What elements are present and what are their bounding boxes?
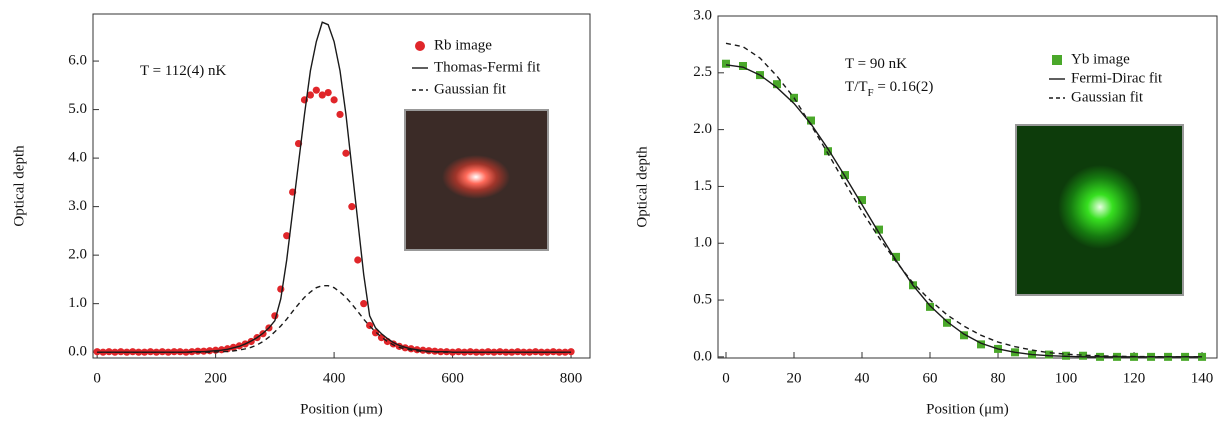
y-tick-label: 1.0 bbox=[68, 295, 87, 311]
x-tick-label: 0 bbox=[722, 370, 730, 386]
legend-label: Rb image bbox=[434, 37, 492, 53]
x-tick-label: 200 bbox=[204, 370, 227, 386]
data-point bbox=[324, 89, 332, 97]
data-point bbox=[389, 340, 397, 348]
x-axis-label: Position (μm) bbox=[926, 401, 1009, 417]
data-point bbox=[960, 331, 969, 340]
chart: 0.0 1.0 2.0 3.0 4.0 5.0 6.0 0 200 400 600 800 Positi… bbox=[11, 13, 591, 417]
y-tick-label: 3.0 bbox=[68, 198, 87, 214]
inset-image bbox=[1015, 124, 1184, 296]
annotation-part: T = 112(4) nK bbox=[140, 63, 227, 79]
data-point bbox=[312, 86, 320, 94]
x-tick-label: 40 bbox=[855, 370, 870, 386]
data-point bbox=[342, 149, 350, 157]
x-axis-label: Position (μm) bbox=[300, 401, 383, 417]
x-tick-label: 60 bbox=[923, 370, 938, 386]
legend-label: Thomas-Fermi fit bbox=[434, 59, 541, 75]
plot-frame bbox=[717, 15, 1218, 359]
x-tick-label: 100 bbox=[1055, 370, 1078, 386]
x-tick-label: 0 bbox=[93, 370, 101, 386]
y-axis-label: Optical depth bbox=[11, 145, 27, 227]
y-tick-label: 4.0 bbox=[68, 150, 87, 166]
data-point bbox=[977, 340, 986, 349]
data-point bbox=[354, 256, 362, 264]
fit-line bbox=[97, 285, 572, 353]
x-tick-label: 20 bbox=[786, 370, 801, 386]
legend-key bbox=[1052, 55, 1062, 65]
y-tick-label: 2.5 bbox=[693, 64, 712, 80]
annotation-part: F bbox=[868, 87, 874, 99]
x-tick-label: 140 bbox=[1191, 370, 1214, 386]
data-point bbox=[926, 302, 935, 311]
annotation: T/TF = 0.16(2) bbox=[845, 79, 933, 98]
data-point bbox=[336, 110, 344, 119]
data-point bbox=[721, 59, 730, 68]
data-point bbox=[892, 252, 901, 261]
fit-line bbox=[725, 42, 1203, 358]
inset-image bbox=[404, 109, 549, 251]
y-axis-label: Optical depth bbox=[634, 146, 650, 228]
y-tick-label: 1.0 bbox=[693, 235, 712, 251]
data-point bbox=[348, 203, 356, 211]
y-tick-label: 1.5 bbox=[693, 178, 712, 194]
y-tick-label: 0.0 bbox=[68, 344, 87, 360]
annotation: T = 112(4) nK bbox=[140, 63, 227, 79]
y-tick-label: 0.5 bbox=[693, 291, 712, 307]
data-point bbox=[330, 96, 338, 104]
data-point bbox=[738, 61, 747, 70]
data-point bbox=[306, 91, 315, 99]
data-point bbox=[875, 225, 884, 234]
data-point bbox=[283, 232, 291, 240]
data-point bbox=[360, 300, 368, 308]
data-point bbox=[824, 147, 833, 156]
y-tick-label: 2.0 bbox=[693, 121, 712, 137]
data-point bbox=[371, 329, 380, 337]
x-tick-label: 400 bbox=[323, 370, 346, 386]
annotation-part: T/T bbox=[845, 79, 868, 95]
x-tick-label: 120 bbox=[1123, 370, 1146, 386]
y-tick-label: 3.0 bbox=[693, 7, 712, 23]
legend-label: Gaussian fit bbox=[1071, 89, 1144, 105]
annotation: T = 90 nK bbox=[845, 56, 907, 72]
chart: 0.0 0.5 1.0 1.5 2.0 2.5 3.0 0 20 40 60 80 100 120 140 P… bbox=[634, 7, 1218, 417]
legend-label: Fermi-Dirac fit bbox=[1071, 70, 1163, 86]
plot-frame bbox=[92, 13, 591, 359]
y-tick-label: 2.0 bbox=[68, 247, 87, 263]
legend-label: Gaussian fit bbox=[434, 81, 507, 97]
data-point bbox=[858, 196, 867, 205]
x-tick-label: 80 bbox=[991, 370, 1006, 386]
y-tick-label: 6.0 bbox=[68, 53, 87, 69]
data-point bbox=[567, 348, 575, 356]
legend-label: Yb image bbox=[1071, 51, 1130, 67]
data-point bbox=[1045, 350, 1054, 359]
annotation-part: = 0.16(2) bbox=[874, 79, 934, 95]
data-point bbox=[93, 348, 101, 356]
x-tick-label: 800 bbox=[560, 370, 583, 386]
annotation-part: T = 90 nK bbox=[845, 56, 907, 72]
legend-key bbox=[415, 41, 425, 51]
data-point bbox=[318, 91, 326, 99]
data-point bbox=[772, 80, 781, 89]
data-point bbox=[1079, 351, 1088, 360]
y-tick-label: 5.0 bbox=[68, 101, 87, 117]
x-tick-label: 600 bbox=[441, 370, 464, 386]
data-point bbox=[806, 116, 815, 125]
y-tick-label: 0.0 bbox=[693, 348, 712, 364]
data-point bbox=[943, 318, 952, 327]
